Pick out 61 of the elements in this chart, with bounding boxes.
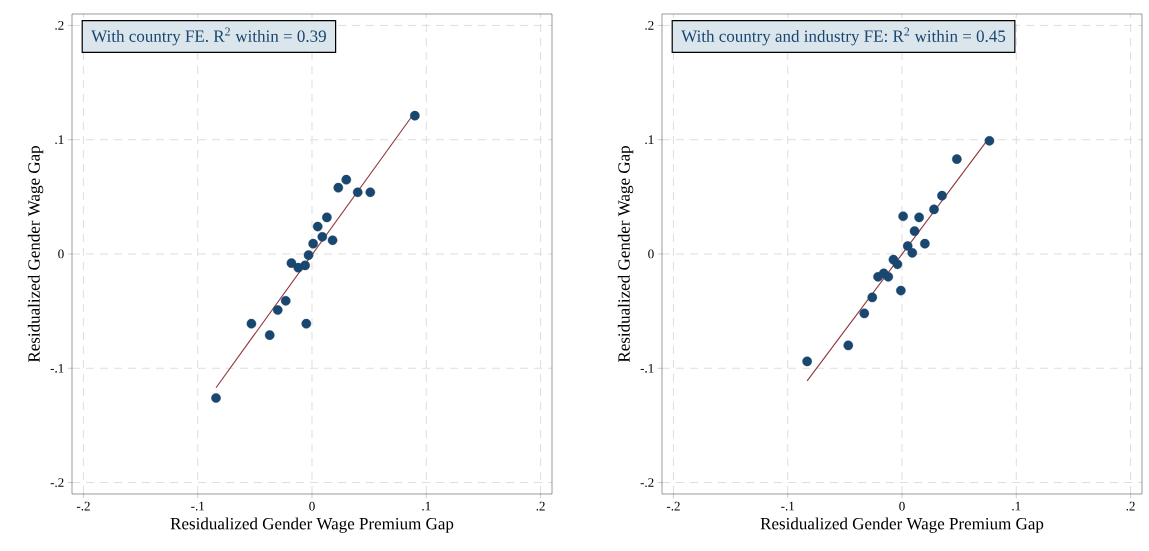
x-axis-title: Residualized Gender Wage Premium Gap bbox=[170, 517, 454, 533]
x-tick-label: -.1 bbox=[781, 501, 794, 511]
point bbox=[272, 305, 283, 315]
point bbox=[896, 285, 906, 296]
point bbox=[286, 258, 297, 268]
point bbox=[246, 318, 257, 329]
point bbox=[327, 235, 338, 246]
point bbox=[867, 292, 878, 303]
point bbox=[937, 190, 947, 201]
point bbox=[843, 340, 854, 351]
y-tick-label: .2 bbox=[645, 21, 654, 30]
y-tick-label: .1 bbox=[55, 135, 64, 145]
y-tick-label: 0 bbox=[648, 249, 654, 259]
point bbox=[984, 136, 995, 146]
x-tick-label: .1 bbox=[1012, 501, 1021, 511]
point bbox=[280, 296, 291, 306]
point bbox=[308, 238, 318, 249]
x-tick-label: .2 bbox=[1126, 501, 1135, 511]
point bbox=[909, 226, 920, 236]
point bbox=[300, 260, 310, 271]
y-tick-label: -.1 bbox=[640, 363, 654, 373]
point bbox=[883, 272, 894, 282]
point bbox=[322, 212, 332, 223]
point bbox=[317, 232, 328, 242]
point bbox=[365, 187, 376, 198]
y-tick-label: .2 bbox=[55, 21, 64, 30]
point bbox=[952, 154, 962, 164]
text: With country FE. R$^{2}$ within = 0.39 bbox=[91, 27, 326, 46]
point bbox=[898, 211, 908, 222]
x-tick-label: .1 bbox=[422, 501, 431, 511]
x-tick-label: -.2 bbox=[666, 501, 680, 511]
x-axis-title: Residualized Gender Wage Premium Gap bbox=[760, 517, 1044, 533]
point bbox=[914, 212, 924, 223]
x-tick-label: 0 bbox=[899, 501, 905, 511]
y-tick-label: -.2 bbox=[50, 478, 64, 487]
y-tick-label: -.2 bbox=[640, 478, 654, 487]
x-tick-label: -.2 bbox=[76, 501, 90, 511]
point bbox=[859, 308, 870, 319]
point bbox=[341, 174, 352, 185]
x-tick-label: -.1 bbox=[191, 501, 204, 511]
point bbox=[303, 250, 314, 260]
x-tick-label: .2 bbox=[536, 501, 545, 511]
point bbox=[312, 221, 323, 232]
point bbox=[410, 110, 420, 121]
point bbox=[352, 187, 363, 198]
point bbox=[333, 182, 344, 193]
point bbox=[892, 259, 903, 270]
point bbox=[264, 330, 275, 340]
text: With country and industry FE: R$^{2}$ within = 0.45 bbox=[681, 27, 1006, 46]
x-tick-label: 0 bbox=[309, 501, 315, 511]
point bbox=[907, 248, 918, 258]
point bbox=[301, 318, 312, 329]
y-tick-label: .1 bbox=[645, 135, 654, 145]
y-axis-title: Residualized Gender Wage Gap bbox=[27, 146, 44, 363]
y-tick-label: -.1 bbox=[50, 363, 64, 373]
point bbox=[920, 238, 930, 249]
y-tick-label: 0 bbox=[58, 249, 64, 259]
y-axis-title: Residualized Gender Wage Gap bbox=[617, 146, 634, 363]
point bbox=[802, 356, 812, 367]
point bbox=[929, 204, 939, 215]
point bbox=[211, 393, 221, 403]
